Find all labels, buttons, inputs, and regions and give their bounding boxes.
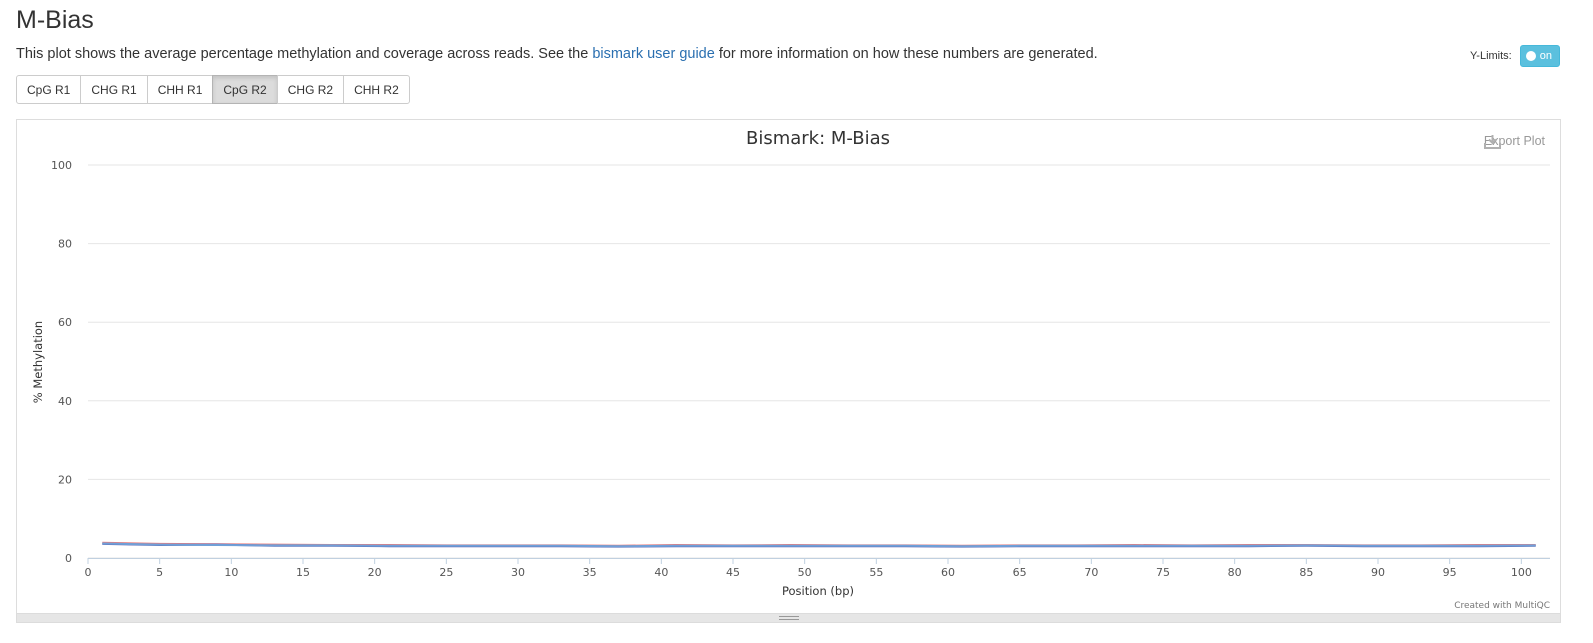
y-tick-label: 0 — [65, 552, 72, 565]
y-tick-label: 100 — [51, 159, 72, 172]
ylimits-toggle[interactable]: on — [1519, 45, 1560, 67]
x-tick-label: 90 — [1371, 566, 1385, 579]
x-tick-label: 50 — [798, 566, 812, 579]
download-icon — [1483, 135, 1501, 149]
tab-chg-r2[interactable]: CHG R2 — [276, 75, 345, 104]
export-plot-button[interactable]: Export Plot — [1483, 134, 1545, 149]
description-text-post: for more information on how these number… — [714, 46, 1098, 62]
mbias-chart: 0 20 40 60 80 100 0 5 10 15 20 25 30 35 40 45 50 55 60 65 70… — [31, 128, 1550, 611]
page-title: M-Bias — [16, 6, 94, 34]
drag-grip-icon — [778, 616, 799, 620]
x-tick-label: 75 — [1156, 566, 1170, 579]
x-tick-label: 70 — [1084, 566, 1098, 579]
y-tick-label: 40 — [58, 395, 72, 408]
x-tick-label: 25 — [439, 566, 453, 579]
x-tick-label: 0 — [85, 566, 92, 579]
y-tick-label: 60 — [58, 316, 72, 329]
x-tick-label: 35 — [583, 566, 597, 579]
x-tick-label: 100 — [1511, 566, 1532, 579]
x-tick-label: 10 — [224, 566, 238, 579]
x-tick-label: 5 — [156, 566, 163, 579]
tab-chh-r1[interactable]: CHH R1 — [146, 75, 214, 104]
description-text-pre: This plot shows the average percentage m… — [16, 46, 593, 62]
multiqc-credit[interactable]: Created with MultiQC — [1454, 601, 1550, 611]
x-tick-label: 30 — [511, 566, 525, 579]
tab-chh-r2[interactable]: CHH R2 — [343, 75, 410, 104]
plot-container: 0 20 40 60 80 100 0 5 10 15 20 25 30 35 40 45 50 55 60 65 70… — [16, 119, 1561, 615]
x-tick-label: 45 — [726, 566, 740, 579]
ylimits-toggle-label: on — [1539, 50, 1552, 62]
x-tick-label: 60 — [941, 566, 955, 579]
tab-cpg-r1[interactable]: CpG R1 — [16, 75, 82, 104]
x-tick-label: 80 — [1228, 566, 1242, 579]
series-line[interactable] — [102, 542, 1536, 548]
x-tick-label: 40 — [654, 566, 668, 579]
tab-chg-r1[interactable]: CHG R1 — [80, 75, 148, 104]
x-tick-label: 95 — [1443, 566, 1457, 579]
x-axis-label: Position (bp) — [782, 584, 854, 598]
chart-title: Bismark: M-Bias — [746, 128, 890, 149]
x-tick-label: 55 — [869, 566, 883, 579]
tab-cpg-r2[interactable]: CpG R2 — [212, 75, 278, 104]
context-tab-group: CpG R1 CHG R1 CHH R1 CpG R2 CHG R2 CHH R… — [16, 75, 410, 104]
y-tick-label: 80 — [58, 238, 72, 251]
plot-description: This plot shows the average percentage m… — [16, 46, 1098, 62]
bismark-user-guide-link[interactable]: bismark user guide — [592, 46, 715, 62]
toggle-knob-icon — [1525, 51, 1536, 61]
x-tick-label: 15 — [296, 566, 310, 579]
y-axis-label: % Methylation — [31, 321, 45, 403]
plot-resize-handle[interactable] — [16, 613, 1561, 623]
y-tick-label: 20 — [58, 473, 72, 486]
x-tick-label: 20 — [368, 566, 382, 579]
x-tick-label: 85 — [1299, 566, 1313, 579]
x-tick-label: 65 — [1013, 566, 1027, 579]
ylimits-label: Y-Limits: — [1469, 50, 1512, 62]
ylimits-control: Y-Limits: on — [1470, 45, 1560, 67]
